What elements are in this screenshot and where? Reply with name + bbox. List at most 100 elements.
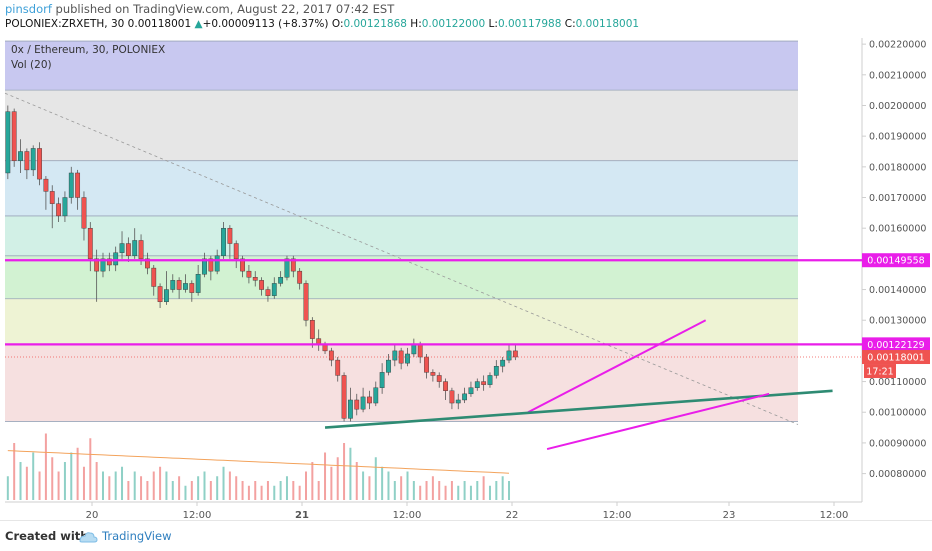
- volume-bar: [311, 462, 314, 500]
- volume-bar: [368, 476, 371, 500]
- symbol-name: POLONIEX:ZRXETH, 30: [5, 18, 125, 30]
- close-label: C:: [564, 18, 576, 30]
- author-link[interactable]: pinsdorf: [5, 2, 52, 16]
- volume-bar: [508, 481, 511, 500]
- countdown-label: 17:21: [866, 367, 893, 378]
- candle-body: [309, 320, 315, 339]
- candle-body: [271, 283, 277, 296]
- chart-title: 0x / Ethereum, 30, POLONIEX: [11, 44, 165, 56]
- candle-body: [5, 111, 11, 174]
- x-tick-label: 23: [723, 510, 736, 518]
- volume-ma-line: [7, 450, 510, 474]
- y-tick-label: 0.00180000: [869, 162, 926, 173]
- volume-bar: [273, 485, 276, 500]
- candle-body: [392, 350, 398, 361]
- price-label-last: 0.00118001: [867, 353, 924, 364]
- volume-bar: [70, 452, 73, 500]
- candle-body: [405, 353, 410, 364]
- volume-bar: [13, 443, 16, 500]
- x-tick-label: 20: [86, 510, 99, 518]
- candle-body: [278, 277, 284, 284]
- y-tick-label: 0.00110000: [869, 377, 926, 388]
- open-label: O:: [331, 18, 344, 30]
- volume-bar: [19, 462, 22, 500]
- price-label-upper: 0.00149558: [867, 256, 924, 267]
- volume-bar: [400, 476, 403, 500]
- candle-body: [341, 375, 347, 419]
- chart-subtitle: Vol (20): [11, 59, 52, 71]
- candle-body: [208, 258, 214, 272]
- volume-bar: [216, 476, 219, 500]
- price-chart[interactable]: 0.00220000 0.00210000 0.00200000 0.00190000…: [0, 36, 932, 521]
- created-with-text: Created with: [5, 529, 89, 543]
- candle-body: [49, 191, 55, 204]
- volume-bar: [260, 485, 263, 500]
- volume-bar: [495, 481, 498, 500]
- candle-body: [30, 148, 36, 171]
- candle-body: [68, 172, 74, 198]
- candle-body: [11, 111, 17, 161]
- volume-bar: [76, 447, 79, 500]
- volume-bar: [228, 471, 231, 500]
- green-trend-line: [324, 389, 833, 429]
- volume-bar: [355, 462, 358, 500]
- candle-body: [43, 178, 49, 192]
- low-label: L:: [488, 18, 498, 30]
- volume-bar: [184, 485, 187, 500]
- volume-bar: [32, 452, 35, 500]
- x-tick-label: 12:00: [183, 510, 212, 518]
- candle-body: [500, 359, 506, 367]
- volume-bar: [152, 471, 155, 500]
- candle-body: [506, 350, 512, 361]
- fib-band: [5, 160, 798, 216]
- y-tick-label: 0.00090000: [869, 438, 926, 449]
- candle-body: [87, 227, 93, 260]
- tradingview-cloud-icon: [79, 531, 98, 542]
- candle-body: [290, 258, 296, 272]
- volume-bar: [63, 462, 66, 500]
- volume-bar: [343, 443, 346, 500]
- candle-body: [246, 270, 252, 278]
- candle-body: [233, 243, 239, 260]
- volume-bar: [476, 481, 479, 500]
- volume-bar: [374, 457, 377, 500]
- candle-body: [214, 255, 220, 272]
- candle-body: [195, 274, 201, 293]
- candle-body: [125, 243, 131, 256]
- candle-body: [424, 356, 429, 373]
- volume-bar: [101, 471, 104, 500]
- candle-body: [106, 258, 112, 266]
- candle-body: [443, 381, 448, 391]
- y-tick-label: 0.00200000: [869, 101, 926, 112]
- fib-band: [5, 215, 798, 256]
- candle-body: [468, 387, 474, 395]
- candle-body: [284, 258, 290, 278]
- up-arrow-icon: ▲: [194, 18, 203, 30]
- chart-area[interactable]: 0.00220000 0.00210000 0.00200000 0.00190000…: [0, 36, 932, 521]
- volume-bar: [457, 485, 460, 500]
- candle-body: [138, 240, 144, 260]
- volume-bar: [108, 476, 111, 500]
- volume-bar: [114, 471, 117, 500]
- y-tick-label: 0.00080000: [869, 469, 926, 480]
- candle-body: [18, 151, 23, 161]
- price-label-upper-box: [862, 253, 930, 268]
- volume-bar: [444, 485, 447, 500]
- header: pinsdorf published on TradingView.com, A…: [0, 0, 932, 36]
- candle-body: [189, 283, 195, 293]
- last-price: 0.00118001: [127, 18, 192, 30]
- candle-body: [56, 203, 61, 217]
- volume-bar: [425, 481, 428, 500]
- tradingview-logo[interactable]: TradingView: [78, 529, 171, 543]
- volume-bar: [406, 471, 409, 500]
- volume-bar: [393, 481, 396, 500]
- volume-bar: [209, 481, 212, 500]
- volume-bar: [349, 447, 352, 500]
- volume-bar: [6, 476, 9, 500]
- countdown-box: [864, 364, 896, 379]
- x-tick-label: 12:00: [393, 510, 422, 518]
- price-change: +0.00009113 (+8.37%): [202, 18, 329, 30]
- candle-body: [157, 286, 163, 303]
- dotted-resistance-line: [4, 92, 799, 425]
- volume-bar: [317, 481, 320, 500]
